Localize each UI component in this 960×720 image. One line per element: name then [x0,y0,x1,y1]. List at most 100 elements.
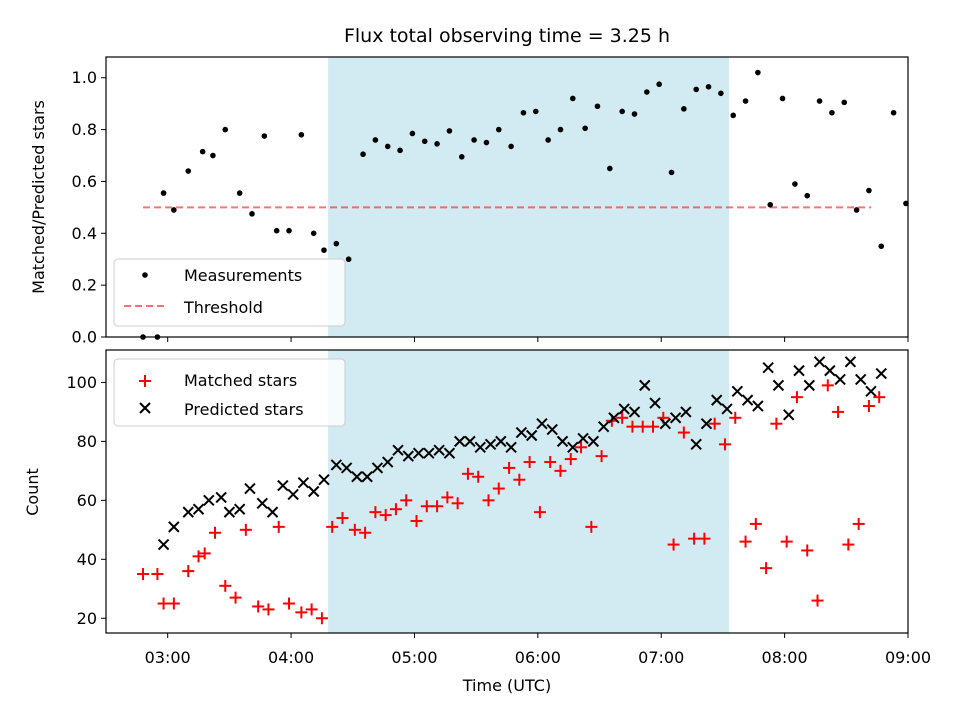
predicted-star-point [752,400,764,412]
predicted-star-point [711,394,723,406]
predicted-star-point [618,403,630,415]
predicted-star-point [453,435,466,448]
legend-marker-predicted [139,402,151,414]
matched-star-point [295,606,308,619]
predicted-star-point [536,417,548,430]
predicted-star-point [783,409,795,421]
top-y-tick-label: 0.0 [72,328,97,347]
measurement-point [483,139,490,146]
measurement-point [333,240,340,247]
matched-star-point [647,420,660,433]
predicted-star-point [834,373,846,386]
measurement-point [261,133,268,139]
measurement-point [582,125,588,132]
matched-star-point [626,420,639,433]
matched-star-point [283,597,296,610]
measurement-point [199,148,206,155]
measurement-point [446,128,453,134]
predicted-star-point [597,420,610,433]
measurement-point [210,152,216,159]
top-y-tick-label: 0.6 [72,172,97,191]
predicted-star-point [680,406,692,418]
matched-star-point [718,438,731,451]
legend-label-measurements: Measurements [184,266,302,285]
measurement-point [345,256,352,263]
measurement-point [742,98,749,104]
predicted-star-point [330,459,343,471]
predicted-star-point [484,438,497,451]
measurement-point [409,130,416,137]
matched-star-point [389,503,402,516]
matched-star-point [239,523,252,536]
predicted-star-point [203,494,215,507]
predicted-star-point [266,506,279,518]
matched-star-point [575,441,588,454]
matched-star-point [315,612,328,625]
measurement-point [693,86,699,93]
measurement-point [607,165,613,172]
measurement-point [681,106,687,112]
predicted-star-point [844,356,857,368]
x-tick-label: 06:00 [515,648,561,667]
predicted-star-point [824,364,836,377]
matched-star-point [252,600,265,613]
matched-star-point [400,494,413,507]
predicted-star-point [649,397,661,409]
measurement-point [705,84,712,90]
matched-star-point [420,500,433,513]
measurement-point [730,112,737,119]
predicted-star-point [340,462,353,474]
measurement-point [372,137,379,143]
measurement-point [816,98,823,104]
bottom-legend: Matched stars Predicted stars [113,358,346,427]
matched-star-point [348,523,361,536]
matched-star-point [151,568,164,581]
matched-star-point [729,411,742,424]
matched-star-point [503,461,516,474]
bottom-legend-box [113,358,346,427]
matched-star-point [544,456,557,469]
highlight-span [328,57,730,337]
measurement-point [508,143,514,150]
matched-star-point [359,526,372,539]
matched-star-point [821,379,834,392]
x-axis-label: Time (UTC) [462,676,551,695]
measurement-point [804,192,811,199]
predicted-star-point [382,456,394,468]
measurement-point [360,151,366,158]
measurement-point [792,181,798,187]
measurement-point [222,126,229,133]
top-panel: 0.0 0.2 0.4 0.6 0.8 1.0 Matched/Predicted sta… [29,56,909,347]
predicted-star-point [525,429,538,442]
predicted-star-point [371,462,384,474]
top-y-tick-label: 0.8 [72,120,97,139]
predicted-star-point [423,447,435,459]
predicted-star-point [762,361,774,374]
top-legend-box [113,258,346,327]
predicted-star-point [351,471,363,483]
x-tick-label: 04:00 [268,648,314,667]
predicted-star-point [546,423,558,436]
predicted-star-point [192,503,205,515]
matched-star-point [585,520,598,533]
matched-star-point [208,526,221,539]
chart-title: Flux total observing time = 3.25 h [344,25,670,47]
measurement-point [171,207,177,213]
predicted-star-point [361,471,373,483]
matched-star-point [688,532,701,545]
predicted-star-point [215,491,227,504]
predicted-star-point [659,417,672,430]
matched-star-point [192,550,205,563]
matched-star-point [770,417,783,430]
predicted-star-point [587,435,600,448]
legend-label-predicted: Predicted stars [184,400,304,419]
predicted-star-point [412,447,425,459]
predicted-star-point [402,450,414,462]
predicted-star-point [307,485,320,498]
measurement-point [631,111,638,117]
matched-star-point [739,535,752,548]
matched-star-point [219,579,232,592]
predicted-star-point [567,441,579,453]
matched-star-point [182,565,195,578]
predicted-star-point [433,444,445,456]
